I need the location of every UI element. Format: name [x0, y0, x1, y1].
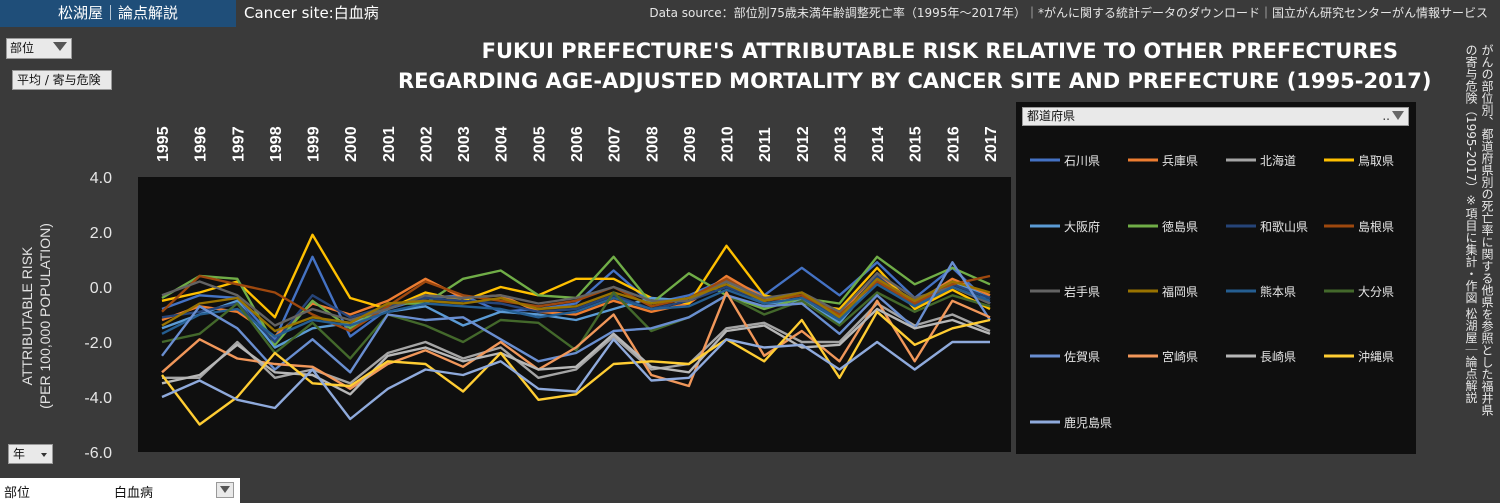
legend-label: 福岡県: [1162, 284, 1198, 299]
series-line: [161, 291, 991, 390]
y-tick-label: -2.0: [84, 335, 112, 352]
chart-title: FUKUI PREFECTURE'S ATTRIBUTABLE RISK REL…: [398, 36, 1432, 96]
legend-label: 島根県: [1358, 219, 1394, 234]
y-axis-label-line-2: (PER 100,000 POPULATION): [37, 223, 53, 409]
series-line: [161, 283, 991, 338]
x-tick-label: 2012: [795, 126, 812, 162]
legend-label: 熊本県: [1260, 284, 1296, 299]
series-line: [161, 338, 990, 421]
legend-label: 兵庫県: [1162, 154, 1198, 168]
legend-label: 北海道: [1260, 153, 1296, 168]
legend-label: 大阪府: [1064, 219, 1100, 234]
x-tick-label: 2017: [983, 126, 1000, 162]
legend-label: 岩手県: [1064, 284, 1100, 299]
x-tick-label: 1998: [268, 126, 285, 162]
x-axis-ticks: 1995 1996 1997 1998 1999 2000 2001 2002 2003 2004…: [155, 126, 1000, 162]
legend-label: 沖縄県: [1358, 349, 1394, 364]
legend-label: 和歌山県: [1260, 219, 1308, 234]
series-line: [161, 233, 991, 319]
site-filter-label: 部位: [10, 41, 35, 55]
side-note: がんの部位別、都道府県別の死亡率に関する他県を参照とした福井県の寄与危険（199…: [1464, 44, 1494, 416]
year-filter-label: 年: [13, 447, 26, 461]
x-tick-label: 1997: [230, 126, 247, 162]
series-line: [161, 277, 991, 333]
legend-label: 大分県: [1358, 285, 1394, 299]
x-tick-label: 2008: [644, 126, 661, 162]
y-tick-label: -6.0: [84, 445, 112, 462]
x-tick-label: 2004: [494, 126, 511, 162]
series-line: [161, 310, 991, 426]
year-filter-button[interactable]: 年: [8, 444, 53, 464]
brand-label[interactable]: 松湖屋｜論点解説: [0, 0, 236, 27]
chart-title-line-2: REGARDING AGE-ADJUSTED MORTALITY BY CANC…: [398, 69, 1432, 93]
x-tick-label: 2003: [456, 126, 473, 162]
series-line: [161, 291, 991, 360]
y-tick-label: -4.0: [84, 390, 112, 407]
top-bar: 松湖屋｜論点解説 Cancer site:白血病 Data source：部位別…: [0, 0, 1500, 27]
legend-label: 石川県: [1064, 154, 1100, 168]
prefecture-filter-label: 都道府県: [1027, 109, 1076, 123]
legend-label: 鹿児島県: [1064, 415, 1112, 430]
prefecture-filter-ellipsis: ..: [1382, 109, 1390, 123]
x-tick-label: 2009: [682, 126, 699, 162]
x-tick-label: 2014: [870, 126, 887, 162]
legend-label: 徳島県: [1162, 219, 1198, 234]
y-tick-label: 4.0: [90, 170, 112, 187]
chart-title-line-1: FUKUI PREFECTURE'S ATTRIBUTABLE RISK REL…: [481, 39, 1398, 63]
x-tick-label: 2002: [418, 126, 435, 162]
bottom-filter-bar: 部位 白血病: [0, 478, 240, 503]
x-tick-label: 2006: [569, 126, 586, 162]
bottom-filter-key: 部位: [4, 486, 31, 501]
x-tick-label: 2000: [343, 126, 360, 162]
x-tick-label: 2016: [945, 126, 962, 162]
prefecture-filter[interactable]: 都道府県 ..: [1022, 107, 1409, 126]
y-tick-label: 2.0: [90, 225, 112, 242]
series-line: [161, 255, 991, 341]
x-tick-label: 1996: [193, 126, 210, 162]
legend-label: 鳥取県: [1358, 153, 1394, 168]
average-attributable-risk-button[interactable]: 平均 / 寄与危険: [12, 70, 112, 90]
legend-label: 宮崎県: [1162, 349, 1198, 364]
cancer-site-label: Cancer site:白血病: [244, 4, 379, 22]
series-lines: [161, 233, 992, 426]
y-axis-ticks: 4.0 2.0 0.0 -2.0 -4.0 -6.0: [84, 170, 112, 462]
x-tick-label: 2005: [531, 126, 548, 162]
legend-label: 佐賀県: [1064, 350, 1100, 364]
series-line: [161, 272, 991, 327]
x-tick-label: 2013: [832, 126, 849, 162]
series-line: [161, 261, 992, 374]
y-tick-label: 0.0: [90, 280, 112, 297]
data-source: Data source：部位別75歳未満年齢調整死亡率（1995年～2017年）…: [649, 6, 1488, 20]
x-tick-label: 1995: [155, 126, 172, 162]
x-tick-label: 2011: [757, 127, 774, 162]
x-tick-label: 2015: [908, 126, 925, 162]
x-tick-label: 1999: [306, 126, 323, 162]
x-tick-label: 2007: [607, 126, 624, 162]
x-tick-label: 2001: [381, 126, 398, 162]
bottom-filter-value: 白血病: [114, 486, 154, 501]
legend-label: 長崎県: [1260, 350, 1296, 364]
chevron-down-icon: [41, 453, 47, 457]
y-axis-label-line-1: ATTRIBUTABLE RISK: [19, 246, 35, 385]
x-tick-label: 2010: [720, 126, 737, 162]
filter-icon: [53, 42, 67, 51]
filter-icon: [1392, 111, 1404, 120]
filter-icon[interactable]: [216, 482, 234, 498]
site-filter-button[interactable]: 部位: [6, 38, 72, 59]
